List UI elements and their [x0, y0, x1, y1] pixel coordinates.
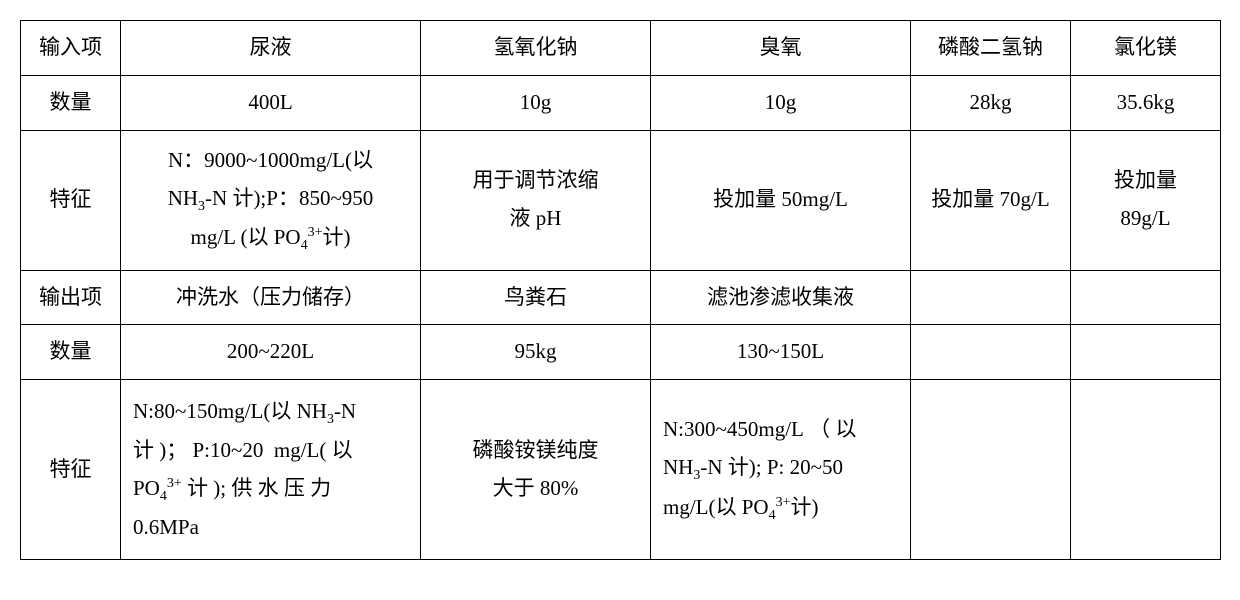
feat-out-c5 — [1071, 380, 1221, 560]
out-header-c4 — [911, 270, 1071, 325]
feat-out-c3: N:300~450mg/L （ 以NH3-N 计); P: 20~50mg/L(… — [651, 380, 911, 560]
out-header-c3: 滤池渗滤收集液 — [651, 270, 911, 325]
qty-in-c2: 10g — [421, 75, 651, 130]
qty-in-c5: 35.6kg — [1071, 75, 1221, 130]
header-c3: 臭氧 — [651, 21, 911, 76]
feat-in-c1: N：9000~1000mg/L(以NH3-N 计);P：850~950mg/L … — [121, 130, 421, 270]
feat-in-c3: 投加量 50mg/L — [651, 130, 911, 270]
row-label-feat-out: 特征 — [21, 380, 121, 560]
row-label-qty-out: 数量 — [21, 325, 121, 380]
table-row: 数量 200~220L 95kg 130~150L — [21, 325, 1221, 380]
header-c1: 尿液 — [121, 21, 421, 76]
qty-in-c3: 10g — [651, 75, 911, 130]
table-row: 输入项 尿液 氢氧化钠 臭氧 磷酸二氢钠 氯化镁 — [21, 21, 1221, 76]
feat-out-c1: N:80~150mg/L(以 NH3-N计 )； P:10~20 mg/L( 以… — [121, 380, 421, 560]
header-c5: 氯化镁 — [1071, 21, 1221, 76]
row-label-output: 输出项 — [21, 270, 121, 325]
qty-out-c5 — [1071, 325, 1221, 380]
feat-in-c2: 用于调节浓缩液 pH — [421, 130, 651, 270]
table-row: 输出项 冲洗水（压力储存） 鸟粪石 滤池渗滤收集液 — [21, 270, 1221, 325]
qty-in-c4: 28kg — [911, 75, 1071, 130]
table-row: 特征 N：9000~1000mg/L(以NH3-N 计);P：850~950mg… — [21, 130, 1221, 270]
row-label-feat-in: 特征 — [21, 130, 121, 270]
out-header-c2: 鸟粪石 — [421, 270, 651, 325]
qty-out-c3: 130~150L — [651, 325, 911, 380]
qty-out-c1: 200~220L — [121, 325, 421, 380]
feat-out-c2: 磷酸铵镁纯度大于 80% — [421, 380, 651, 560]
header-c2: 氢氧化钠 — [421, 21, 651, 76]
qty-out-c4 — [911, 325, 1071, 380]
table-row: 数量 400L 10g 10g 28kg 35.6kg — [21, 75, 1221, 130]
feat-out-c4 — [911, 380, 1071, 560]
feat-in-c4: 投加量 70g/L — [911, 130, 1071, 270]
qty-in-c1: 400L — [121, 75, 421, 130]
data-table: 输入项 尿液 氢氧化钠 臭氧 磷酸二氢钠 氯化镁 数量 400L 10g 10g… — [20, 20, 1221, 560]
feat-in-c5: 投加量89g/L — [1071, 130, 1221, 270]
row-label-qty-in: 数量 — [21, 75, 121, 130]
row-label-input: 输入项 — [21, 21, 121, 76]
table-row: 特征 N:80~150mg/L(以 NH3-N计 )； P:10~20 mg/L… — [21, 380, 1221, 560]
out-header-c5 — [1071, 270, 1221, 325]
out-header-c1: 冲洗水（压力储存） — [121, 270, 421, 325]
header-c4: 磷酸二氢钠 — [911, 21, 1071, 76]
qty-out-c2: 95kg — [421, 325, 651, 380]
